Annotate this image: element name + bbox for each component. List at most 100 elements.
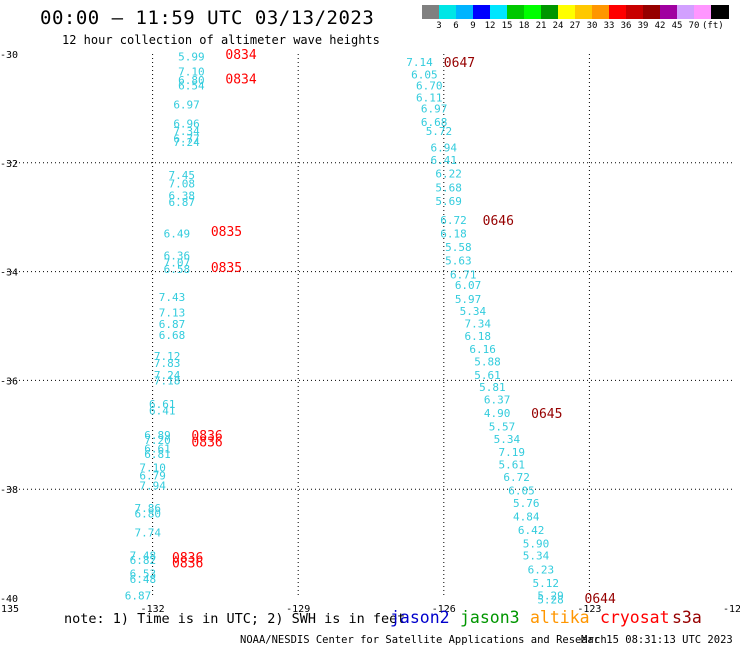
wave-height-point: 6.61 (144, 442, 171, 455)
legend-label: (ft) (702, 21, 724, 31)
legend-swatch (541, 5, 559, 19)
legend-label: 39 (637, 21, 649, 31)
wave-height-point: 5.34 (494, 433, 521, 446)
x-tick-label: -135 (0, 604, 19, 615)
legend-swatch (422, 5, 440, 19)
time-annotation: 0836 (172, 551, 203, 566)
wave-height-point: 6.38 (168, 189, 195, 202)
legend-label: 42 (654, 21, 666, 31)
wave-height-point: 7.10 (178, 65, 205, 78)
satellite-label-altika: altika (530, 608, 590, 627)
time-annotation: 0834 (225, 48, 256, 63)
wave-height-point: 7.08 (168, 177, 195, 190)
legend-label: 30 (586, 21, 598, 31)
legend-swatch (660, 5, 678, 19)
wave-height-point: 6.16 (469, 343, 496, 356)
y-tick-label: -38 (0, 485, 18, 496)
wave-height-point: 6.72 (503, 471, 530, 484)
wave-height-point: 6.23 (528, 564, 555, 577)
wave-height-point: 6.87 (159, 318, 186, 331)
x-tick-label: -132 (141, 604, 165, 615)
wave-height-point: 6.81 (144, 448, 171, 461)
time-annotation: 0836 (191, 429, 222, 444)
wave-height-point: 6.18 (465, 330, 492, 343)
wave-height-point: 7.24 (154, 369, 181, 382)
wave-height-point: 6.49 (164, 228, 191, 241)
x-tick-label: -123 (577, 604, 601, 615)
legend-label: 24 (552, 21, 564, 31)
wave-height-point: 6.68 (159, 329, 186, 342)
chart-subtitle: 12 hour collection of altimeter wave hei… (62, 33, 380, 47)
wave-height-values: 5.997.106.806.546.976.967.346.777.247.45… (125, 51, 564, 607)
time-annotation: 0646 (483, 214, 514, 229)
wave-height-point: 6.05 (508, 484, 535, 497)
time-annotation: 0836 (172, 557, 203, 572)
wave-height-point: 6.97 (173, 99, 200, 112)
wave-height-point: 6.80 (134, 508, 161, 521)
wave-height-point: 6.58 (164, 263, 191, 276)
wave-height-point: 5.63 (445, 255, 472, 268)
wave-height-point: 6.89 (144, 429, 171, 442)
legend-label: 36 (620, 21, 632, 31)
footer-note: note: 1) Time is in UTC; 2) SWH is in fe… (64, 611, 406, 627)
wave-height-point: 5.61 (474, 369, 501, 382)
wave-height-point: 5.72 (426, 125, 453, 138)
legend-swatch (592, 5, 610, 19)
wave-height-point: 4.84 (513, 510, 540, 523)
wave-height-point: 7.43 (159, 291, 186, 304)
wave-height-point: 7.07 (164, 256, 191, 269)
wave-height-point: 7.86 (134, 502, 161, 515)
y-tick-label: -32 (0, 159, 18, 170)
legend-swatch (524, 5, 542, 19)
time-annotations: 0834083408350835083608360836083606470646… (172, 48, 616, 607)
time-annotation: 0835 (211, 225, 242, 240)
legend-label: 15 (501, 21, 513, 31)
wave-height-point: 7.45 (168, 169, 195, 182)
wave-height-point: 5.34 (460, 305, 487, 318)
wave-height-point: 6.41 (431, 154, 458, 167)
wave-height-point: 5.34 (523, 550, 550, 563)
chart-title: 00:00 — 11:59 UTC 03/13/2023 (40, 7, 375, 29)
wave-height-point: 7.34 (465, 317, 492, 330)
wave-height-point: 7.13 (159, 306, 186, 319)
wave-height-point: 5.90 (523, 538, 550, 551)
legend-swatch (558, 5, 576, 19)
time-annotation: 0834 (225, 72, 256, 87)
wave-height-point: 7.18 (154, 374, 181, 387)
x-tick-label: -120 (723, 604, 740, 615)
time-annotation: 0835 (211, 261, 242, 276)
wave-height-point: 7.34 (173, 125, 200, 138)
legend-swatch (473, 5, 491, 19)
legend-swatch (456, 5, 474, 19)
legend-swatch (626, 5, 644, 19)
wave-height-point: 6.72 (440, 214, 467, 227)
wave-height-point: 5.97 (455, 293, 482, 306)
wave-height-point: 7.10 (139, 461, 166, 474)
wave-height-point: 6.77 (173, 132, 200, 145)
legend-swatch (507, 5, 525, 19)
wave-height-point: 5.88 (474, 355, 501, 368)
wave-height-point: 5.61 (498, 459, 525, 472)
time-annotation: 0836 (191, 435, 222, 450)
wave-height-point: 4.90 (484, 407, 511, 420)
legend-label: 70 (688, 21, 700, 31)
wave-height-point: 5.76 (513, 497, 540, 510)
wave-height-point: 6.87 (125, 589, 152, 602)
wave-height-point: 5.81 (479, 381, 506, 394)
time-annotation: 0647 (444, 56, 475, 71)
legend-label: 3 (436, 21, 442, 31)
legend-swatch (711, 5, 729, 19)
wave-height-point: 6.18 (440, 228, 467, 241)
wave-height-point: 5.68 (435, 181, 462, 194)
wave-height-point: 6.54 (178, 80, 205, 93)
wave-height-point: 7.12 (154, 350, 181, 363)
wave-height-point: 6.22 (435, 168, 462, 181)
y-tick-label: -40 (0, 594, 18, 605)
legend-label: 6 (453, 21, 459, 31)
wave-height-point: 6.70 (416, 80, 443, 93)
wave-height-point: 6.41 (149, 404, 176, 417)
legend-swatch (439, 5, 457, 19)
x-tick-label: -129 (286, 604, 310, 615)
legend-label: 45 (671, 21, 683, 31)
